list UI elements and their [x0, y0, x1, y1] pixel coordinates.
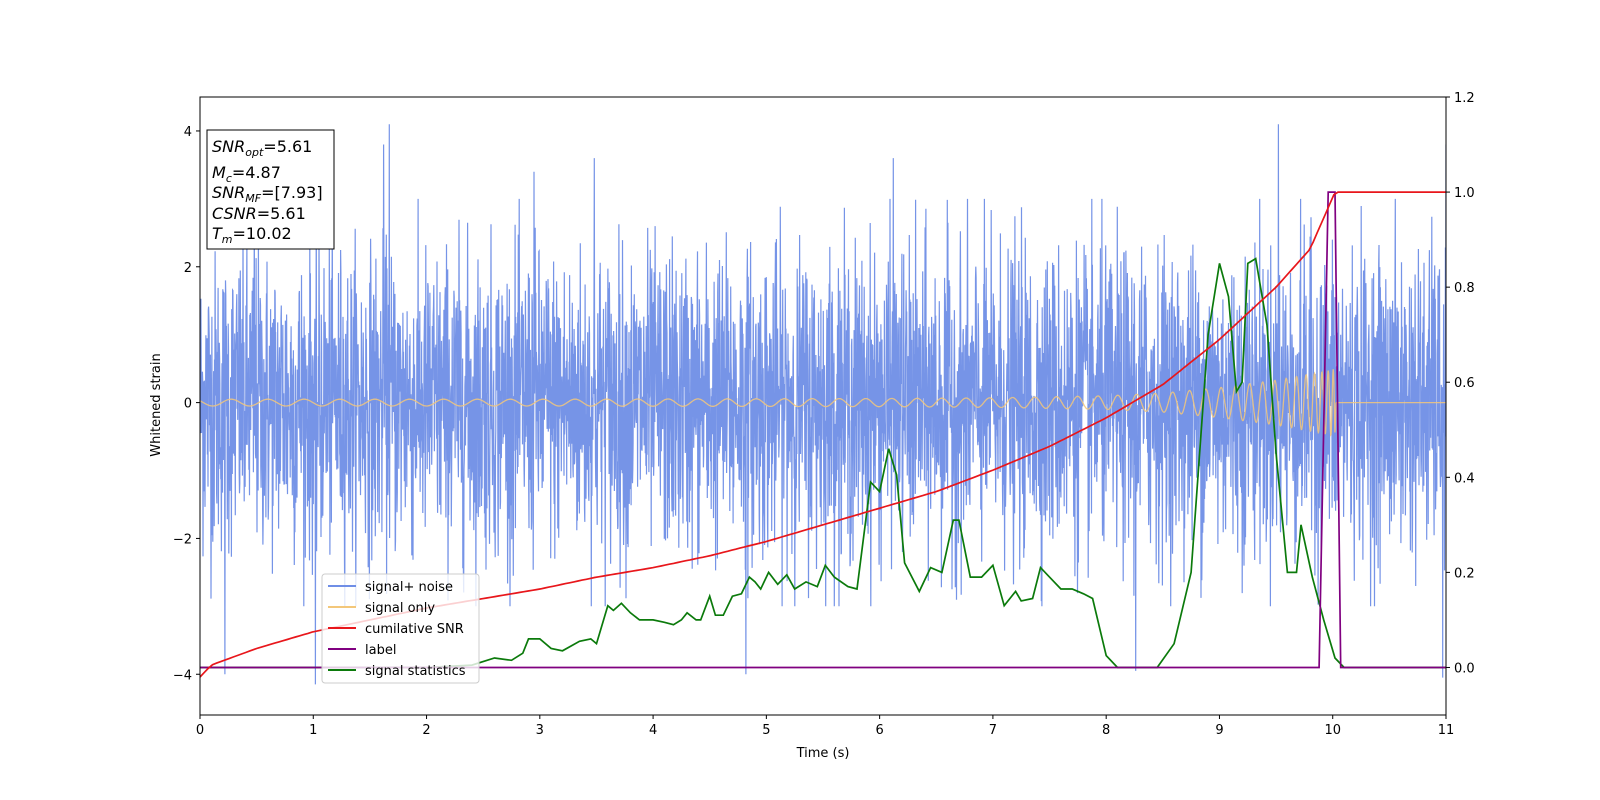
y-tick-label: −2	[173, 532, 192, 547]
legend-item: signal statistics	[328, 664, 466, 679]
y-right-tick-label: 0.2	[1454, 566, 1475, 581]
y-right-tick-label: 1.2	[1454, 91, 1475, 106]
y-right-tick-label: 0.4	[1454, 471, 1475, 486]
legend-label: signal+ noise	[365, 580, 453, 595]
y-right-tick-label: 0.0	[1454, 661, 1475, 676]
series-signal-plus-noise	[200, 124, 1446, 685]
x-tick-label: 5	[762, 723, 770, 738]
annotation-line: SNRopt=5.61	[212, 137, 312, 159]
legend-label: signal statistics	[365, 664, 466, 679]
y-right-tick-label: 0.6	[1454, 376, 1475, 391]
series-signal-statistics	[200, 257, 1446, 669]
legend-frame	[321, 573, 480, 684]
x-tick-label: 10	[1324, 723, 1341, 738]
x-tick-label: 7	[989, 723, 997, 738]
y-right-tick-label: 0.8	[1454, 281, 1475, 296]
y-tick-label: 0	[184, 397, 192, 412]
annotation-line: Tm=10.02	[212, 224, 292, 246]
annotation-line: CSNR=5.61	[212, 204, 306, 223]
legend: signal+ noise signal only cumilative SNR la…	[321, 573, 480, 684]
x-tick-label: 6	[875, 723, 883, 738]
x-axis-label: Time (s)	[796, 746, 850, 761]
y-axis-label: Whitened strain	[149, 353, 164, 456]
series-signal-only	[200, 369, 1446, 437]
x-tick-label: 9	[1215, 723, 1223, 738]
x-tick-label: 8	[1102, 723, 1110, 738]
legend-label: label	[365, 643, 396, 658]
annotation-line: SNRMF=[7.93]	[212, 183, 323, 205]
annotation-box: SNRopt=5.61 Mc=4.87SNRMF=[7.93]CSNR=5.61T…	[206, 129, 335, 250]
legend-label: cumilative SNR	[365, 622, 464, 637]
annotation-frame	[206, 129, 335, 250]
legend-item: label	[328, 643, 396, 658]
legend-item: cumilative SNR	[328, 622, 464, 637]
x-tick-label: 4	[649, 723, 657, 738]
series-label	[200, 191, 1446, 669]
y-tick-label: 4	[184, 125, 192, 140]
legend-item: signal+ noise	[328, 580, 453, 595]
y-tick-label: −4	[173, 668, 192, 683]
x-tick-label: 11	[1438, 723, 1455, 738]
y-right-tick-label: 1.0	[1454, 186, 1475, 201]
x-tick-label: 3	[536, 723, 544, 738]
x-tick-label: 2	[422, 723, 430, 738]
y-tick-label: 2	[184, 261, 192, 276]
x-tick-label: 0	[196, 723, 204, 738]
ticks-layer: 0 1 2 3 4 5 6 7 8 9 10 11 −4 −2 0 2 4 0.0 0.2 0.4 0.6 0.8 1.0 1…	[173, 91, 1475, 738]
legend-item: signal only	[328, 601, 435, 616]
legend-label: signal only	[365, 601, 435, 616]
plot-frame	[199, 96, 1447, 716]
x-tick-label: 1	[309, 723, 317, 738]
annotation-line: Mc=4.87	[212, 163, 281, 185]
